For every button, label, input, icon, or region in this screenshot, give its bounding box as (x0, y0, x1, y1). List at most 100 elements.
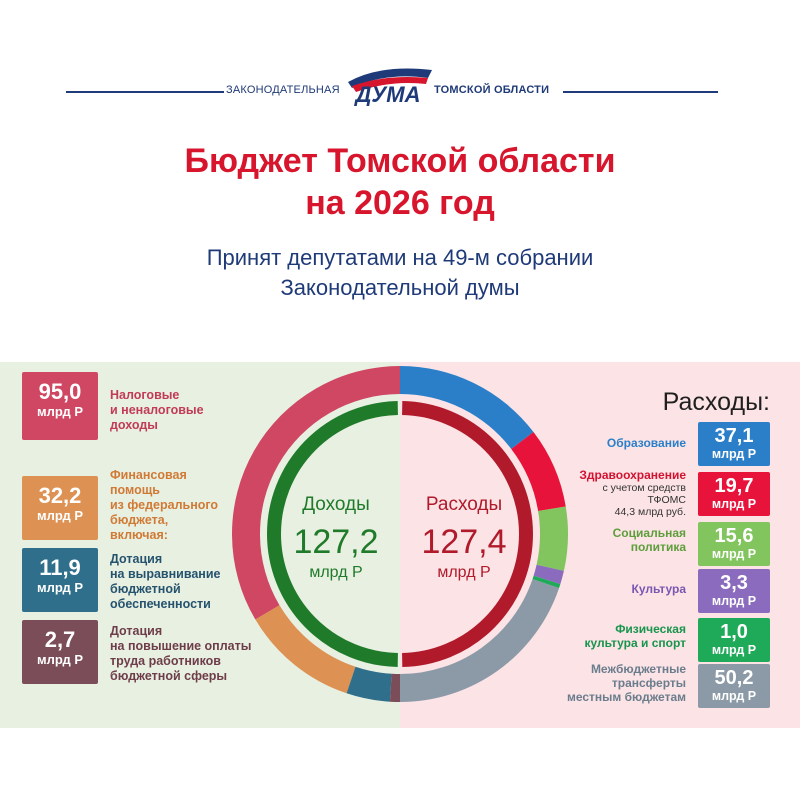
expense-unit: млрд Р (711, 447, 757, 461)
expense-label-line: культура и спорт (584, 636, 686, 650)
expense-label-line: Межбюджетные (590, 662, 686, 676)
income-value: 95,0 (38, 379, 82, 404)
income-label-line: доходы (110, 418, 158, 432)
duma-logo: ДУМА (348, 68, 432, 106)
expense-label-line: Образование (606, 436, 686, 450)
expense-center-label: Расходы (425, 494, 503, 515)
income-label-line: помощь (110, 483, 160, 497)
expense-unit: млрд Р (711, 643, 757, 657)
page-subtitle: Принят депутатами на 49-м собрании Закон… (0, 243, 800, 303)
expense-slice (532, 575, 561, 589)
expense-slice (400, 579, 560, 702)
income-value-box: 95,0 млрд Р (22, 372, 98, 440)
expense-value-box: 50,2 млрд Р (698, 664, 770, 708)
income-value-box: 2,7 млрд Р (22, 620, 98, 684)
expense-value-box: 3,3 млрд Р (698, 569, 770, 613)
income-label: Финансовая помощь из федерального бюджета, в… (110, 468, 218, 543)
expense-slice (400, 366, 534, 450)
expense-slice (511, 432, 566, 512)
income-unit: млрд Р (36, 652, 84, 667)
income-total-unit: млрд Р (309, 564, 363, 581)
subtitle-line-2: Законодательной думы (280, 275, 520, 300)
expense-label-line: Физическая (615, 622, 686, 636)
income-unit: млрд Р (36, 404, 84, 419)
expense-value: 37,1 (714, 425, 754, 447)
expense-label: Культура (632, 582, 686, 596)
income-value-box: 32,2 млрд Р (22, 476, 98, 540)
income-slice (389, 673, 400, 702)
expense-value: 1,0 (720, 621, 748, 643)
income-label-line: из федерального (110, 498, 219, 512)
income-label-line: бюджетной (110, 582, 181, 596)
income-value: 2,7 (44, 627, 76, 652)
expense-label-line: политика (630, 540, 686, 554)
header-rule-left (66, 91, 224, 93)
income-label-line: обеспеченности (110, 597, 211, 611)
income-total-value: 127,2 (293, 523, 379, 561)
income-label: Налоговые и неналоговые доходы (110, 388, 204, 433)
expense-note-line: с учетом средств (602, 482, 686, 494)
expense-label-line: местным бюджетам (566, 690, 686, 704)
expense-value: 15,6 (714, 525, 754, 547)
expense-unit: млрд Р (711, 689, 757, 703)
income-label-line: на выравнивание (110, 567, 221, 581)
expense-label-line: Здравоохранение (579, 468, 686, 482)
expense-label: Здравоохранение с учетом средств ТФОМС 44,3… (579, 468, 686, 518)
income-label-line: Налоговые (110, 388, 180, 402)
expense-value: 19,7 (714, 475, 754, 497)
income-label-line: Финансовая (110, 468, 187, 482)
title-line-2: на 2026 год (305, 184, 495, 222)
expense-label-line: Социальная (612, 526, 686, 540)
income-label-line: Дотация (110, 624, 163, 638)
expense-label-line: Культура (631, 582, 686, 596)
budget-donut-chart (231, 366, 568, 702)
page-title: Бюджет Томской области на 2026 год (0, 140, 800, 224)
expense-inner-ring (402, 401, 534, 667)
expense-note-line: ТФОМС (647, 494, 686, 506)
expense-label: Межбюджетные трансферты местным бюджетам (567, 662, 686, 704)
expense-label: Образование (607, 436, 686, 450)
expense-value: 3,3 (720, 572, 748, 594)
expense-value-box: 15,6 млрд Р (698, 522, 770, 566)
expense-label: Физическая культура и спорт (584, 622, 686, 650)
income-label-line: и неналоговые (110, 403, 204, 417)
subtitle-line-1: Принят депутатами на 49-м собрании (206, 245, 594, 270)
expense-slice (536, 506, 568, 571)
expense-center: Расходы 127,4 млрд Р (404, 494, 524, 582)
expense-unit: млрд Р (711, 497, 757, 511)
expense-slice (533, 564, 564, 585)
income-label-line: Дотация (110, 552, 163, 566)
expenses-heading: Расходы: (662, 388, 770, 416)
income-label-line: бюджета, (110, 513, 169, 527)
income-value: 11,9 (39, 555, 81, 580)
expense-value-box: 37,1 млрд Р (698, 422, 770, 466)
org-name-left: ЗАКОНОДАТЕЛЬНАЯ (226, 84, 340, 96)
expense-value-box: 1,0 млрд Р (698, 618, 770, 662)
expense-unit: млрд Р (711, 547, 757, 561)
expense-label-line: трансферты (611, 676, 686, 690)
logo-wordmark: ДУМА (353, 82, 420, 106)
expense-label: Социальная политика (613, 526, 686, 554)
expense-unit: млрд Р (711, 594, 757, 608)
income-value: 32,2 (38, 483, 82, 508)
income-label-line: бюджетной сферы (110, 669, 228, 683)
income-label: Дотация на повышение оплаты труда работник… (110, 624, 251, 684)
income-label: Дотация на выравнивание бюджетной обеспечен… (110, 552, 221, 612)
income-label-line: на повышение оплаты (110, 639, 252, 653)
income-center-label: Доходы (302, 494, 370, 515)
expense-value-box: 19,7 млрд Р (698, 472, 770, 516)
income-label-line: включая: (110, 528, 168, 542)
income-inner-ring (266, 401, 398, 667)
income-slice (231, 366, 400, 620)
income-unit: млрд Р (36, 580, 84, 595)
title-line-1: Бюджет Томской области (184, 142, 616, 180)
income-center: Доходы 127,2 млрд Р (276, 494, 396, 582)
expense-note-line: 44,3 млрд руб. (614, 506, 686, 518)
org-name-right: ТОМСКОЙ ОБЛАСТИ (434, 84, 550, 96)
income-unit: млрд Р (36, 508, 84, 523)
income-label-line: труда работников (110, 654, 221, 668)
income-slice (255, 605, 356, 694)
header-rule-right (563, 91, 718, 93)
expense-total-value: 127,4 (421, 523, 507, 561)
expense-total-unit: млрд Р (437, 564, 491, 581)
